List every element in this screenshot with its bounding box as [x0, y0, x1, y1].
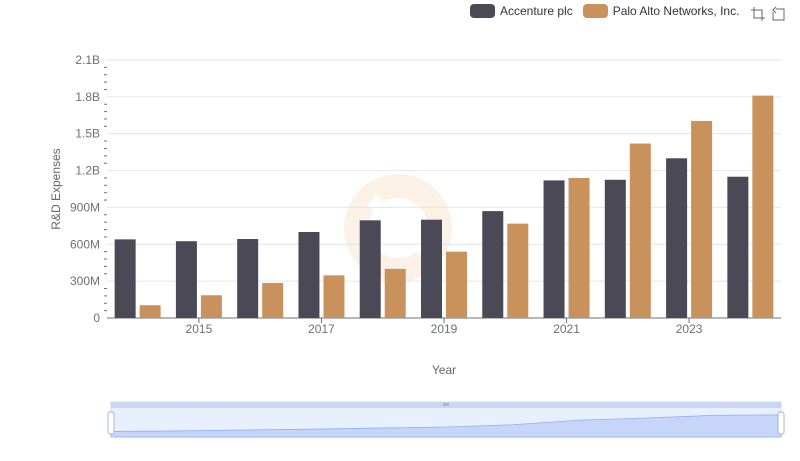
y-tick-label: 600M	[70, 237, 100, 251]
bar-accenture-2015[interactable]	[175, 241, 197, 318]
y-tick-label: 1.2B	[75, 164, 100, 178]
restore-icon[interactable]	[770, 6, 786, 22]
bar-palo-alto-2017[interactable]	[323, 275, 345, 318]
legend-item-palo-alto[interactable]: Palo Alto Networks, Inc.	[582, 4, 740, 18]
x-axis: 2015 2017 2019 2021 2023	[186, 318, 703, 336]
y-tick-label: 300M	[70, 274, 100, 288]
bar-palo-alto-2015[interactable]	[200, 295, 222, 318]
legend-label: Accenture plc	[500, 4, 573, 18]
y-tick-label: 900M	[70, 200, 100, 214]
bar-palo-alto-2014[interactable]	[139, 305, 161, 318]
x-tick-label: 2015	[186, 322, 213, 336]
bar-accenture-2017[interactable]	[298, 232, 320, 318]
x-axis-title: Year	[432, 363, 456, 377]
bar-accenture-2023[interactable]	[666, 158, 688, 318]
y-axis-title: R&D Expenses	[49, 148, 63, 229]
legend-label: Palo Alto Networks, Inc.	[612, 4, 740, 18]
bar-accenture-2022[interactable]	[604, 179, 626, 318]
toolbar	[746, 6, 786, 22]
bar-accenture-2019[interactable]	[421, 219, 442, 318]
y-tick-label: 0	[93, 311, 100, 325]
bar-palo-alto-2022[interactable]	[629, 143, 651, 318]
legend-item-accenture[interactable]: Accenture plc	[470, 4, 573, 18]
bars	[114, 95, 774, 319]
bar-accenture-2016[interactable]	[237, 239, 259, 318]
bar-palo-alto-2021[interactable]	[568, 177, 590, 318]
bar-palo-alto-2018[interactable]	[384, 268, 406, 318]
x-tick-label: 2019	[431, 322, 458, 336]
bar-palo-alto-2016[interactable]	[262, 282, 284, 318]
bar-accenture-2014[interactable]	[114, 239, 136, 318]
y-tick-label: 2.1B	[75, 53, 100, 67]
zoom-icon[interactable]	[750, 6, 766, 22]
y-axis: 0 300M 600M 900M 1.2B 1.5B 1.8B 2.1B	[70, 53, 107, 325]
zoom-handle-right[interactable]	[777, 411, 785, 435]
x-tick-label: 2023	[676, 322, 703, 336]
bar-palo-alto-2023[interactable]	[691, 120, 713, 319]
bar-palo-alto-2024[interactable]	[752, 95, 774, 318]
y-tick-label: 1.5B	[75, 127, 100, 141]
bar-accenture-2020[interactable]	[482, 211, 504, 318]
data-zoom-slider[interactable]	[107, 401, 785, 438]
legend-swatch	[470, 4, 495, 18]
bar-palo-alto-2019[interactable]	[446, 251, 467, 318]
legend: Accenture plc Palo Alto Networks, Inc.	[470, 4, 749, 18]
bar-accenture-2021[interactable]	[543, 180, 565, 318]
zoom-drag-grip[interactable]	[443, 403, 449, 406]
x-tick-label: 2021	[553, 322, 580, 336]
bar-palo-alto-2020[interactable]	[507, 223, 529, 318]
y-tick-label: 1.8B	[75, 90, 100, 104]
bar-accenture-2018[interactable]	[359, 220, 381, 318]
zoom-preview-area	[110, 414, 782, 438]
legend-swatch	[582, 4, 608, 18]
zoom-handle-left[interactable]	[107, 411, 115, 435]
x-tick-label: 2017	[308, 322, 335, 336]
bar-accenture-2024[interactable]	[727, 176, 749, 318]
